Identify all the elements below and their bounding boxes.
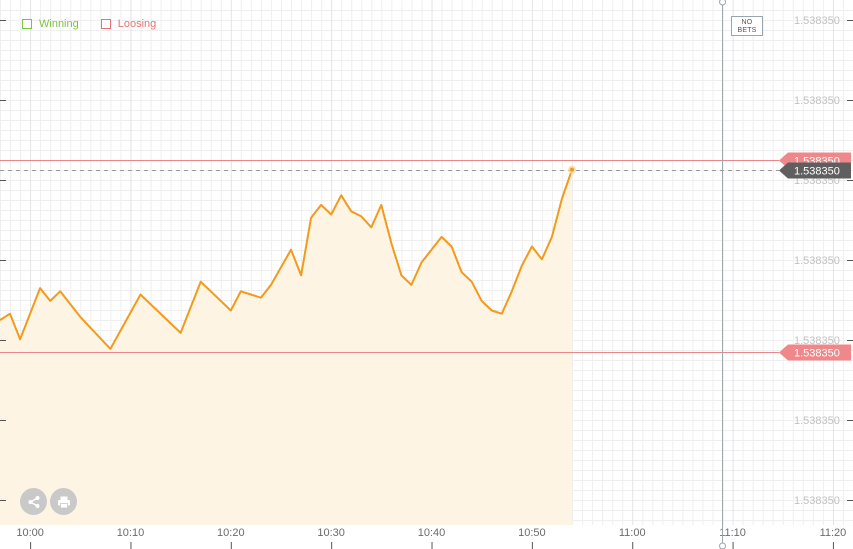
legend-losing-label: Loosing: [117, 18, 157, 30]
share-button[interactable]: [20, 488, 47, 515]
price-tag-1: [779, 162, 851, 179]
price-tag-label-1: 1.538350: [794, 166, 840, 178]
x-tick-label-0: 10:00: [16, 527, 44, 539]
x-tick-label-6: 11:00: [619, 527, 646, 539]
no-bets-line1: NO: [741, 19, 753, 26]
price-line: [0, 165, 577, 350]
threshold-lines: [0, 160, 779, 353]
y-tick-label-3: 1.538350: [794, 255, 840, 267]
current-price-point: [570, 167, 575, 172]
print-button[interactable]: [50, 488, 77, 515]
no-bets-marker: NO BETS: [731, 16, 763, 36]
y-tick-label-5: 1.538350: [794, 415, 840, 427]
y-tick-label-4: 1.538350: [794, 335, 840, 347]
legend-winning-label: Winning: [39, 18, 79, 30]
no-bets-line2: BETS: [737, 27, 757, 34]
no-bets-line-top-handle: [719, 0, 727, 6]
winning-swatch-icon: [22, 19, 32, 29]
price-tag-2: [779, 344, 851, 361]
y-tick-label-6: 1.538350: [794, 495, 840, 507]
x-tick-label-7: 11:10: [719, 527, 746, 539]
chart-grid: [0, 0, 853, 525]
no-bets-line-bottom-handle: [719, 542, 727, 549]
losing-swatch-icon: [100, 19, 111, 29]
x-tick-label-1: 10:10: [117, 527, 145, 539]
no-bets-line: [719, 0, 727, 549]
legend: Winning Loosing: [22, 18, 156, 30]
x-tick-label-5: 10:50: [518, 527, 546, 539]
price-series-line: [0, 169, 573, 350]
legend-losing[interactable]: Loosing: [100, 18, 157, 30]
x-tick-label-2: 10:20: [217, 527, 245, 539]
y-tick-label-0: 1.538350: [794, 15, 840, 27]
share-icon: [28, 495, 39, 508]
x-tick-label-4: 10:40: [418, 527, 446, 539]
price-tag-label-2: 1.538350: [794, 348, 840, 360]
x-tick-label-8: 11:20: [820, 527, 847, 539]
legend-winning[interactable]: Winning: [22, 18, 79, 30]
x-tick-label-3: 10:30: [317, 527, 345, 539]
y-tick-label-1: 1.538350: [794, 95, 840, 107]
print-icon: [57, 496, 70, 508]
x-axis: 10:00 10:10 10:20 10:30 10:40 10:50 11:00 11:10…: [16, 527, 846, 549]
price-area: [0, 169, 573, 525]
price-area-fill: [0, 169, 573, 525]
